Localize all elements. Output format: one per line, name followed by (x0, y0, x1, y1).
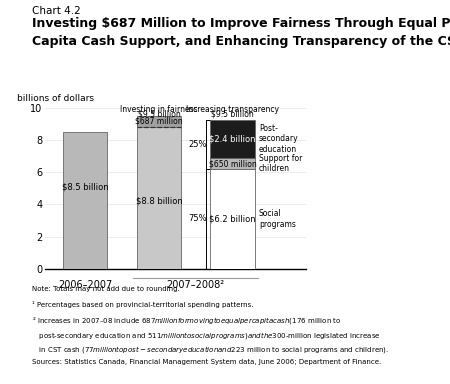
Text: ¹ Percentages based on provincial-territorial spending patterns.: ¹ Percentages based on provincial-territ… (32, 301, 253, 308)
Bar (63, 132, 108, 269)
Text: billions of dollars: billions of dollars (18, 94, 94, 103)
Text: 75%: 75% (188, 214, 207, 223)
Text: ² Increases in 2007–08 include $687 million for moving to equal per capita cash : ² Increases in 2007–08 include $687 mill… (32, 315, 341, 326)
Text: Investing $687 Million to Improve Fairness Through Equal Per: Investing $687 Million to Improve Fairne… (32, 17, 450, 30)
Bar (137, 116, 181, 127)
Text: Investing in fairness: Investing in fairness (120, 105, 198, 114)
Text: Sources: Statistics Canada, Financial Management System data, June 2006; Departm: Sources: Statistics Canada, Financial Ma… (32, 359, 381, 365)
Text: 25%: 25% (188, 140, 207, 149)
Text: $8.5 billion: $8.5 billion (62, 182, 109, 191)
Text: Capita Cash Support, and Enhancing Transparency of the CST: Capita Cash Support, and Enhancing Trans… (32, 35, 450, 48)
Text: Increasing transparency: Increasing transparency (186, 105, 279, 114)
Bar (211, 169, 255, 269)
Text: $687 million: $687 million (135, 117, 183, 126)
Text: $9.5 billion: $9.5 billion (138, 110, 180, 119)
Text: $2.4 billion: $2.4 billion (209, 134, 256, 144)
Bar (211, 120, 255, 158)
Text: Support for
children: Support for children (259, 154, 302, 173)
Text: post-secondary education and $511 million to social programs) and the $300-milli: post-secondary education and $511 millio… (32, 330, 380, 341)
Bar (211, 158, 255, 169)
Text: $9.5 billion: $9.5 billion (211, 110, 254, 119)
Text: Chart 4.2: Chart 4.2 (32, 6, 80, 16)
Text: $8.8 billion: $8.8 billion (135, 196, 182, 205)
Text: in CST cash ($77 million to post-secondary education and $223 million to social : in CST cash ($77 million to post-seconda… (32, 344, 388, 356)
Text: 2007–2008²: 2007–2008² (166, 280, 225, 290)
Text: Post-
secondary
education: Post- secondary education (259, 124, 298, 154)
Text: Social
programs: Social programs (259, 209, 296, 228)
Text: 2006–2007: 2006–2007 (58, 280, 112, 290)
Text: $650 million: $650 million (209, 159, 256, 168)
Bar (137, 127, 181, 269)
Text: $6.2 billion: $6.2 billion (209, 214, 256, 223)
Text: Note: Totals may not add due to rounding.: Note: Totals may not add due to rounding… (32, 286, 179, 292)
